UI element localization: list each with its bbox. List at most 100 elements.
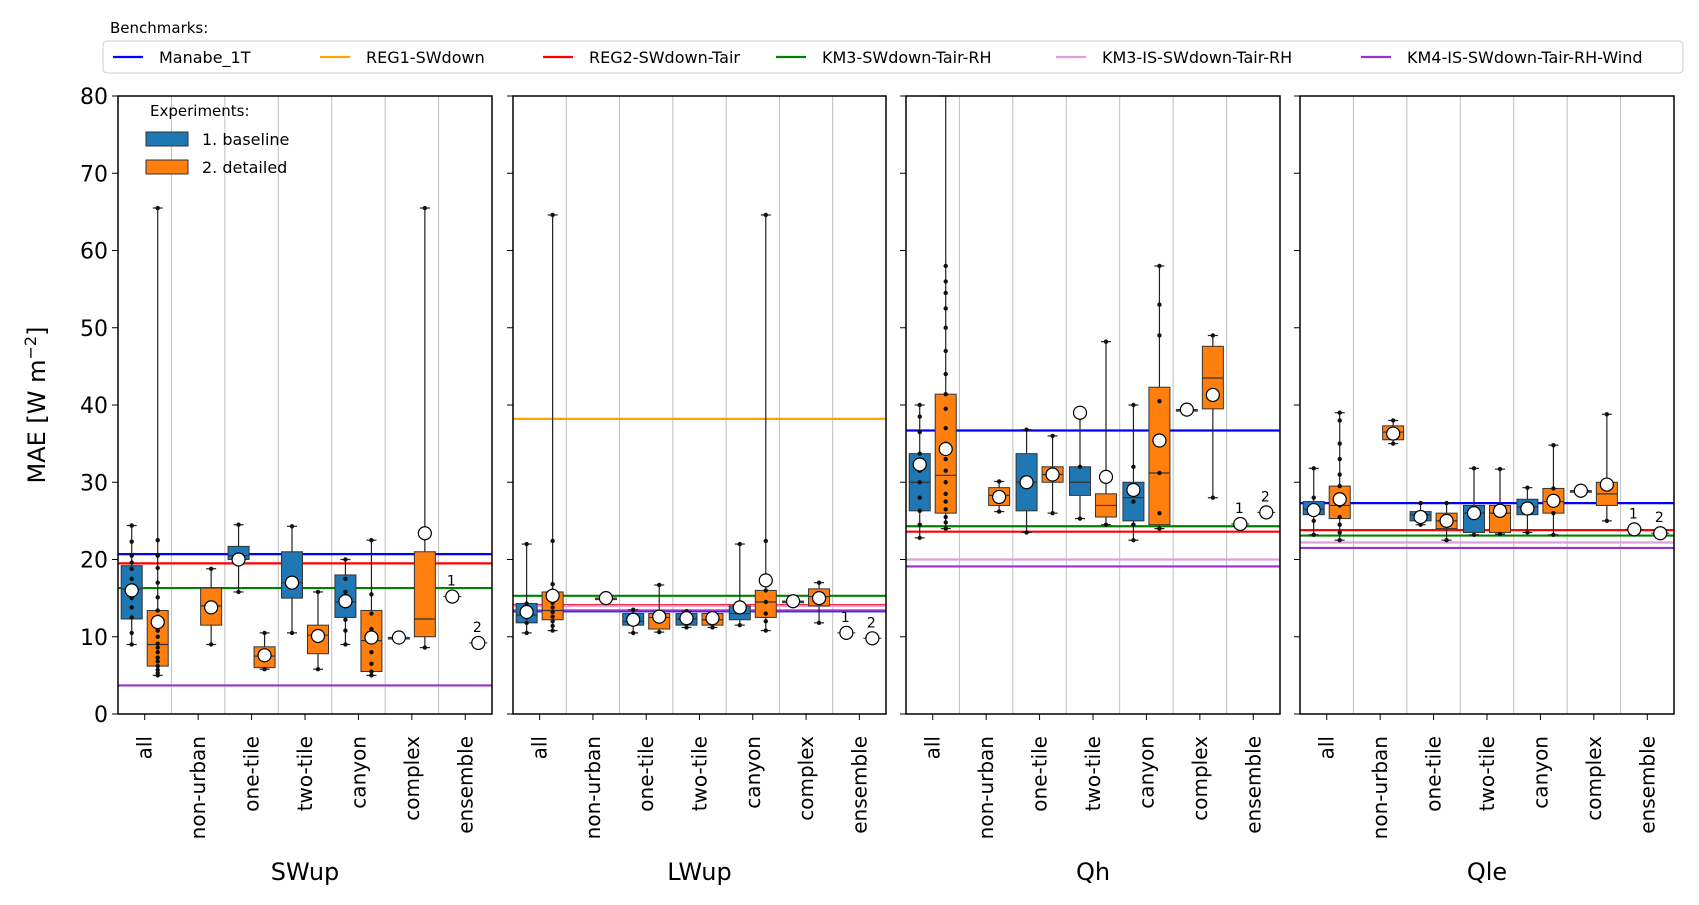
mean-marker: [705, 611, 720, 626]
mean-marker: [1573, 483, 1588, 498]
mean-marker: [1126, 482, 1141, 498]
mean-marker: [598, 591, 614, 606]
data-point: [1077, 516, 1083, 521]
data-point: [550, 605, 555, 610]
data-point: [1311, 532, 1316, 537]
data-point: [631, 607, 636, 612]
mean-marker: [1179, 402, 1194, 417]
mean-marker: [785, 594, 801, 609]
data-point: [524, 601, 529, 606]
mean-marker: [1306, 502, 1321, 518]
benchmark-name: REG1-SWdown: [366, 48, 485, 67]
benchmark-name: KM4-IS-SWdown-Tair-RH-Wind: [1407, 48, 1643, 67]
data-point: [917, 451, 922, 456]
x-tick-label: two-tile: [1475, 736, 1499, 811]
data-point: [1024, 530, 1029, 535]
panel-qle: 1 2 all non-urban one-tile two-tile canyon comp…: [1299, 95, 1675, 886]
mean-marker: [284, 575, 300, 590]
panel-frame: [1299, 95, 1675, 715]
data-point: [1131, 499, 1136, 504]
x-tick-label: ensemble: [1635, 736, 1659, 834]
data-point: [1077, 464, 1083, 469]
data-point: [917, 522, 922, 527]
data-point: [1604, 518, 1610, 524]
experiments-legend-title: Experiments:: [150, 102, 250, 120]
data-point: [369, 537, 374, 543]
experiment-swatch: [145, 131, 189, 147]
ensemble-label: 1: [1235, 501, 1244, 517]
data-point: [343, 589, 348, 595]
data-point: [550, 619, 555, 624]
data-point: [1444, 500, 1449, 506]
data-point: [524, 630, 529, 636]
mean-marker: [1098, 469, 1114, 484]
x-tick-label: one-tile: [240, 736, 264, 812]
x-tick-label: one-tile: [634, 736, 658, 812]
y-tick-label: 10: [80, 626, 108, 651]
ensemble-label: 1: [841, 610, 850, 626]
data-point: [550, 614, 555, 619]
data-point: [155, 537, 160, 543]
data-point: [943, 491, 948, 497]
mean-marker: [545, 588, 560, 603]
box-detailed: [413, 551, 436, 638]
data-point: [1157, 510, 1162, 516]
data-point: [315, 589, 321, 595]
x-tick-label: two-tile: [688, 736, 712, 811]
x-tick-label: canyon: [1134, 736, 1158, 809]
data-point: [943, 391, 948, 397]
data-point: [1311, 518, 1316, 524]
benchmark-name: KM3-SWdown-Tair-RH: [822, 48, 992, 67]
y-tick-label: 30: [80, 471, 108, 496]
y-tick-label: 80: [80, 85, 108, 110]
data-point: [816, 620, 822, 626]
data-point: [1210, 495, 1216, 500]
data-point: [1337, 522, 1342, 527]
box-baseline: [281, 551, 303, 599]
panel-swup: 1 2 all non-urban one-tile two-tile canyon comp…: [117, 95, 493, 886]
mean-marker: [1653, 526, 1668, 541]
data-point: [343, 642, 348, 647]
mean-marker: [1413, 509, 1428, 525]
data-point: [917, 535, 922, 541]
data-point: [763, 212, 768, 218]
benchmarks-legend-title: Benchmarks:: [110, 19, 208, 37]
data-point: [1157, 470, 1162, 476]
benchmark-name: Manabe_1T: [159, 48, 251, 68]
data-point: [1103, 522, 1109, 527]
y-axis-label-main: MAE [W m: [23, 359, 51, 483]
mean-marker: [912, 457, 927, 472]
x-tick-label: ensemble: [1241, 736, 1265, 834]
data-point: [155, 628, 160, 633]
data-point: [1604, 412, 1610, 417]
panel-lwup: 1 2 all non-urban one-tile two-tile canyon comp…: [512, 95, 887, 886]
data-point: [943, 520, 948, 525]
data-point: [1525, 485, 1530, 490]
data-point: [763, 599, 768, 605]
data-point: [1210, 333, 1216, 338]
mean-marker: [1019, 475, 1034, 490]
data-point: [369, 673, 374, 678]
x-tick-label: ensemble: [453, 736, 477, 834]
data-point: [763, 538, 768, 544]
data-point: [943, 480, 948, 485]
data-point: [1497, 466, 1503, 472]
mean-marker: [1599, 477, 1614, 492]
data-point: [369, 592, 374, 597]
experiment-name: 2. detailed: [202, 158, 287, 177]
x-tick-label: non-urban: [974, 736, 998, 839]
mean-marker: [391, 630, 406, 645]
data-point: [343, 576, 348, 582]
mean-marker: [938, 441, 953, 457]
benchmark-name: REG2-SWdown-Tair: [589, 48, 740, 67]
mean-marker: [1072, 405, 1088, 420]
mean-marker: [1045, 467, 1060, 482]
mean-marker: [1205, 387, 1220, 403]
data-point: [422, 645, 428, 650]
data-point: [289, 524, 295, 529]
data-point: [129, 630, 134, 636]
data-point: [943, 306, 948, 311]
mean-marker: [471, 635, 486, 651]
panel-title: Qle: [1467, 858, 1507, 886]
data-point: [710, 625, 715, 630]
